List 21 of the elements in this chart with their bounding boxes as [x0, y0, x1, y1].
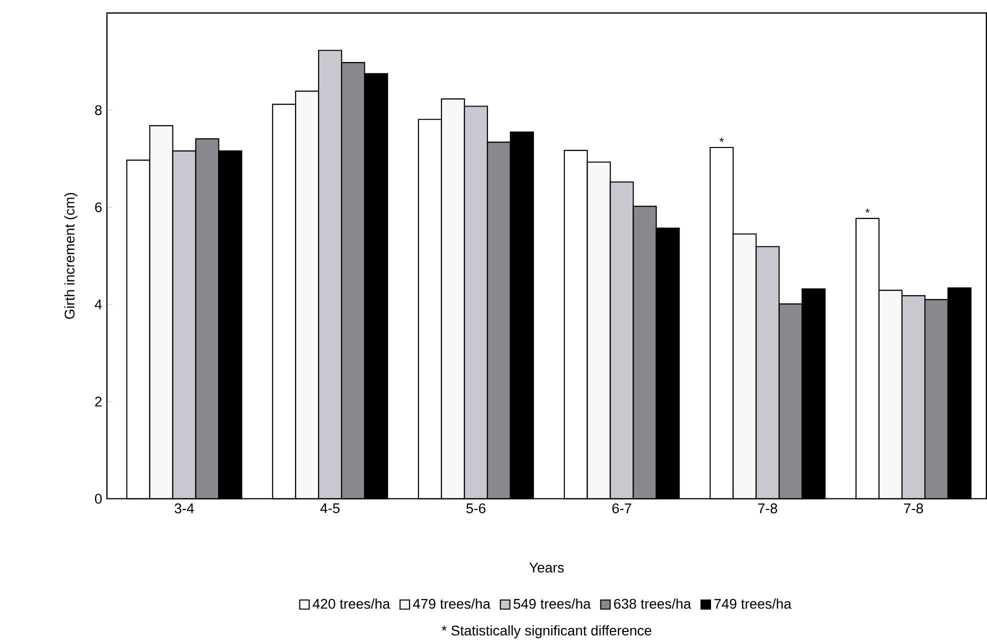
x-tick-label: 7-8	[758, 504, 778, 514]
y-tick-label: 4	[94, 300, 102, 310]
y-tick-label: 6	[95, 202, 102, 212]
x-tick-label: 5-6	[466, 504, 486, 514]
y-tick-label: 2	[95, 396, 102, 407]
y-axis-title: Girth increment (cm)	[64, 193, 78, 319]
annotation: *	[720, 138, 724, 142]
x-tick-label: 7-8	[904, 504, 923, 514]
legend-label: 638 trees/ha	[614, 598, 692, 609]
legend-label: 749 trees/ha	[714, 598, 792, 609]
legend-label: 420 trees/ha	[312, 598, 390, 609]
y-tick-label: 8	[95, 105, 102, 116]
legend-label: 549 trees/ha	[514, 598, 591, 609]
annotation: *	[865, 208, 870, 213]
x-tick-label: 4-5	[320, 504, 340, 514]
x-tick-label: 3-4	[174, 504, 194, 514]
x-tick-label: 6-7	[612, 504, 632, 514]
y-tick-label: 0	[95, 494, 102, 504]
x-axis-title: Years	[529, 562, 564, 573]
legend-label: 479 trees/ha	[413, 598, 490, 609]
text: * Statistically significant difference	[442, 625, 652, 638]
